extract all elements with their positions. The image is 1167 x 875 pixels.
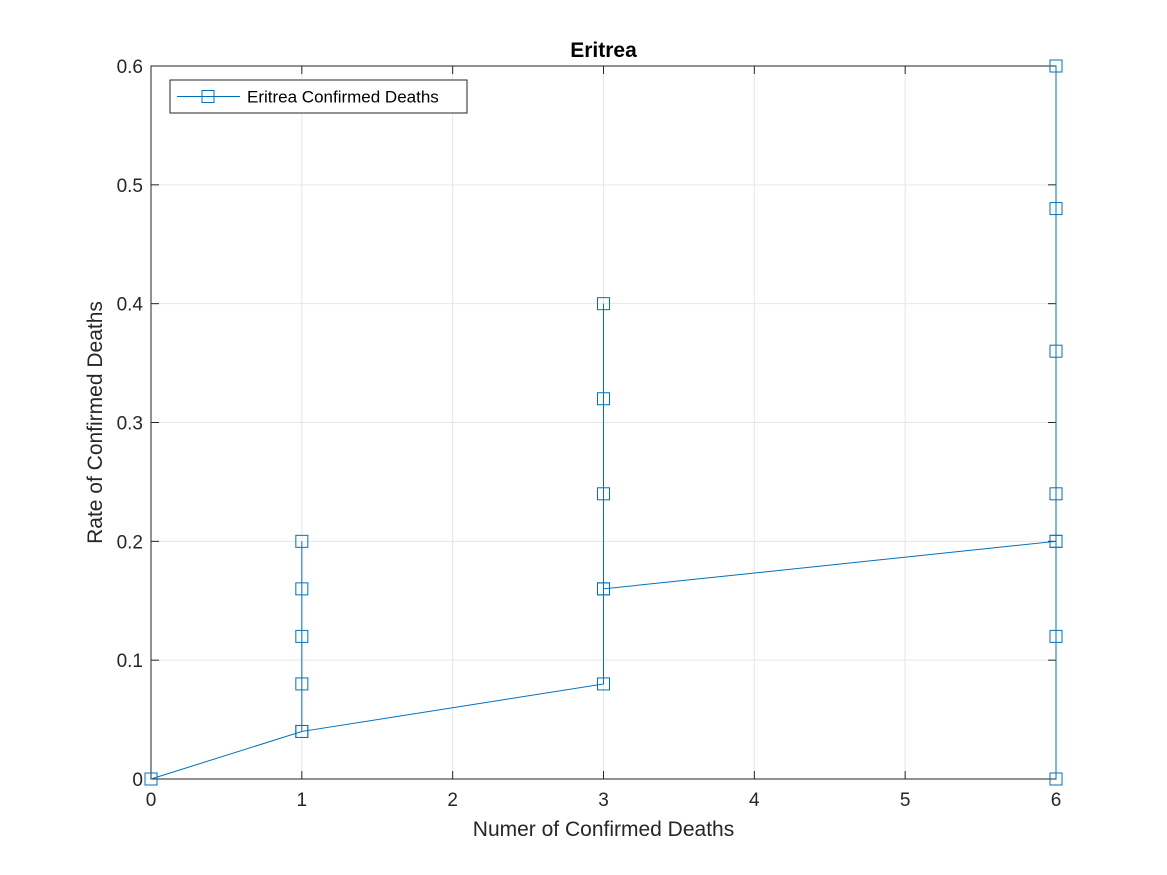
data-point-marker xyxy=(597,392,610,406)
data-point-marker xyxy=(1049,344,1063,358)
x-tick-label: 4 xyxy=(749,790,760,811)
data-point-marker xyxy=(144,772,158,786)
data-point-marker xyxy=(597,582,610,596)
x-axis-label: Numer of Confirmed Deaths xyxy=(473,818,734,841)
data-point-marker xyxy=(597,677,610,691)
data-point-marker xyxy=(295,582,309,596)
data-point-marker xyxy=(295,724,309,738)
y-tick-label: 0.4 xyxy=(117,295,144,316)
x-tick-label: 6 xyxy=(1051,790,1062,811)
y-tick-label: 0.5 xyxy=(117,176,143,197)
legend-entry-label: Eritrea Confirmed Deaths xyxy=(247,88,439,107)
x-tick-label: 5 xyxy=(900,790,911,811)
x-tick-label: 1 xyxy=(297,790,308,811)
legend-square-marker xyxy=(201,90,215,103)
y-tick-label: 0.2 xyxy=(117,532,143,553)
y-tick-label: 0.3 xyxy=(117,414,143,435)
x-tick-label: 2 xyxy=(447,790,458,811)
series-line xyxy=(150,66,1057,780)
tick-labels: 0 1 2 3 4 5 6 0 0.1 0.2 0.3 0.4 0.5 0.6 xyxy=(117,57,1062,811)
series-layer xyxy=(144,59,1063,786)
data-point-marker xyxy=(295,629,309,643)
y-tick-label: 0.6 xyxy=(117,57,143,78)
legend: Eritrea Confirmed Deaths xyxy=(169,79,468,114)
data-point-marker xyxy=(1049,534,1063,548)
data-point-marker xyxy=(295,677,309,691)
x-tick-label: 0 xyxy=(146,790,157,811)
y-tick-label: 0.1 xyxy=(117,651,143,672)
data-point-marker xyxy=(597,487,610,501)
data-point-marker xyxy=(1049,629,1063,643)
y-tick-label: 0 xyxy=(132,770,143,791)
data-point-marker xyxy=(1049,202,1063,216)
data-point-marker xyxy=(597,297,610,311)
chart-title: Eritrea xyxy=(570,39,637,62)
x-tick-label: 3 xyxy=(598,790,609,811)
data-point-marker xyxy=(1049,59,1063,73)
y-axis-label: Rate of Confirmed Deaths xyxy=(84,301,107,544)
data-point-marker xyxy=(1049,772,1063,786)
data-point-marker xyxy=(295,534,309,548)
data-point-marker xyxy=(1049,487,1063,501)
